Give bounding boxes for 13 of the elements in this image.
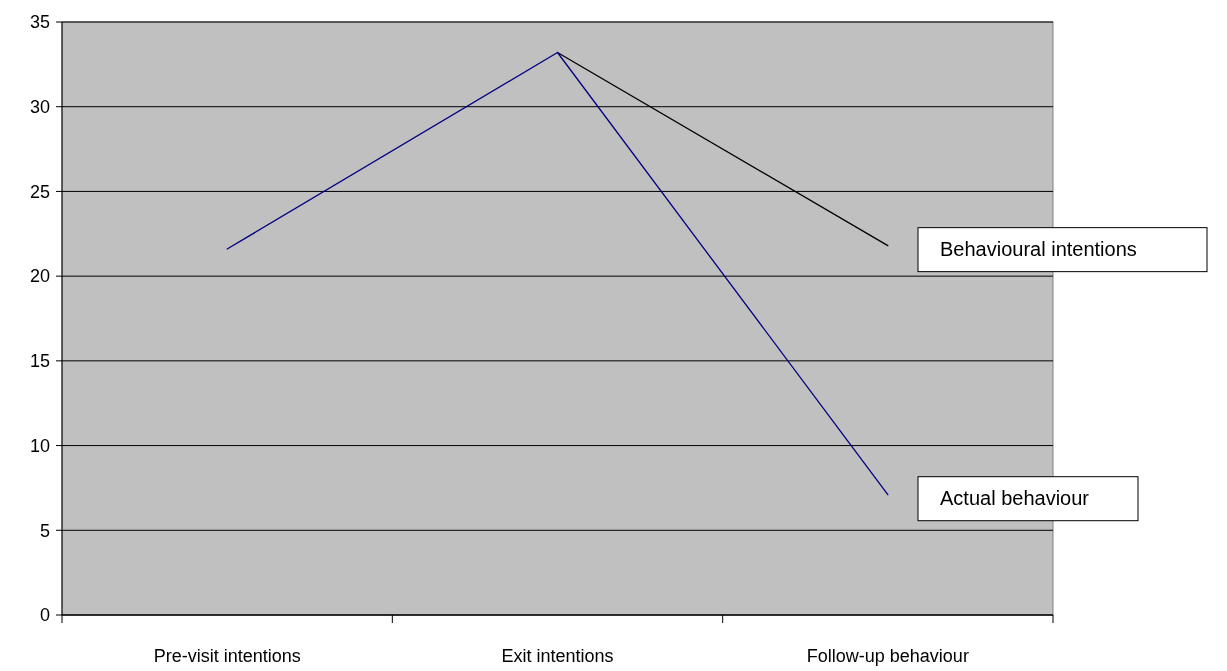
y-tick-label: 10: [29, 435, 50, 456]
y-tick-label: 5: [39, 520, 50, 541]
x-tick-label: Follow-up behaviour: [806, 646, 969, 666]
x-tick-label: Pre-visit intentions: [153, 646, 301, 666]
y-tick-label: 30: [29, 97, 50, 118]
text: Actual behaviour: [940, 486, 1090, 509]
y-tick-label: 0: [39, 605, 50, 626]
y-tick-label: 25: [29, 181, 50, 202]
y-tick-label: 15: [29, 351, 50, 372]
y-tick-label: 20: [29, 266, 50, 287]
text: Behavioural intentions: [940, 237, 1137, 260]
y-tick-label: 35: [29, 12, 50, 33]
x-tick-label: Exit intentions: [501, 646, 614, 666]
